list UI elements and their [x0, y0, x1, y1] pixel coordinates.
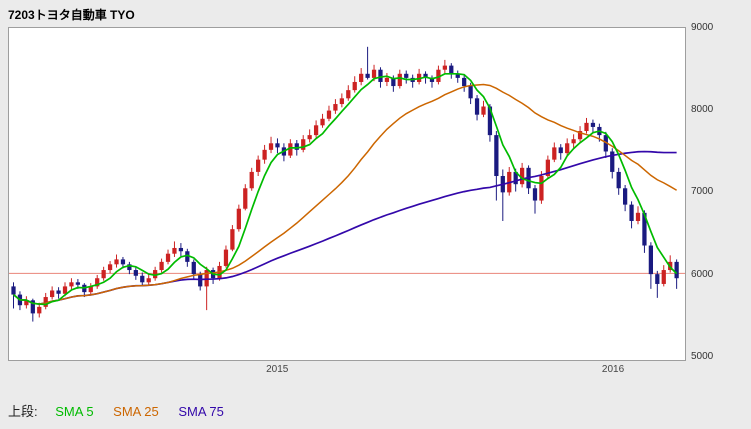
x-axis: 2015 2016 — [8, 364, 686, 376]
y-axis-label: 5000 — [691, 350, 714, 362]
y-axis-label: 9000 — [691, 21, 714, 33]
x-axis-label: 2015 — [266, 364, 289, 375]
y-axis-label: 6000 — [691, 268, 714, 280]
y-axis-label: 8000 — [691, 104, 714, 116]
legend-prefix: 上段: — [8, 404, 38, 419]
legend: 上段: SMA 5 SMA 25 SMA 75 — [8, 401, 240, 420]
candlestick-chart — [9, 46, 685, 322]
legend-item-sma75: SMA 75 — [178, 404, 224, 419]
y-axis-label: 7000 — [691, 186, 714, 198]
legend-item-sma5: SMA 5 — [55, 404, 94, 419]
chart-title: 7203トヨタ自動車 TYO — [8, 8, 135, 22]
y-axis: 5000 6000 7000 8000 9000 — [691, 22, 731, 362]
legend-item-sma25: SMA 25 — [113, 404, 159, 419]
plot-area — [8, 27, 686, 361]
x-axis-label: 2016 — [601, 364, 625, 375]
